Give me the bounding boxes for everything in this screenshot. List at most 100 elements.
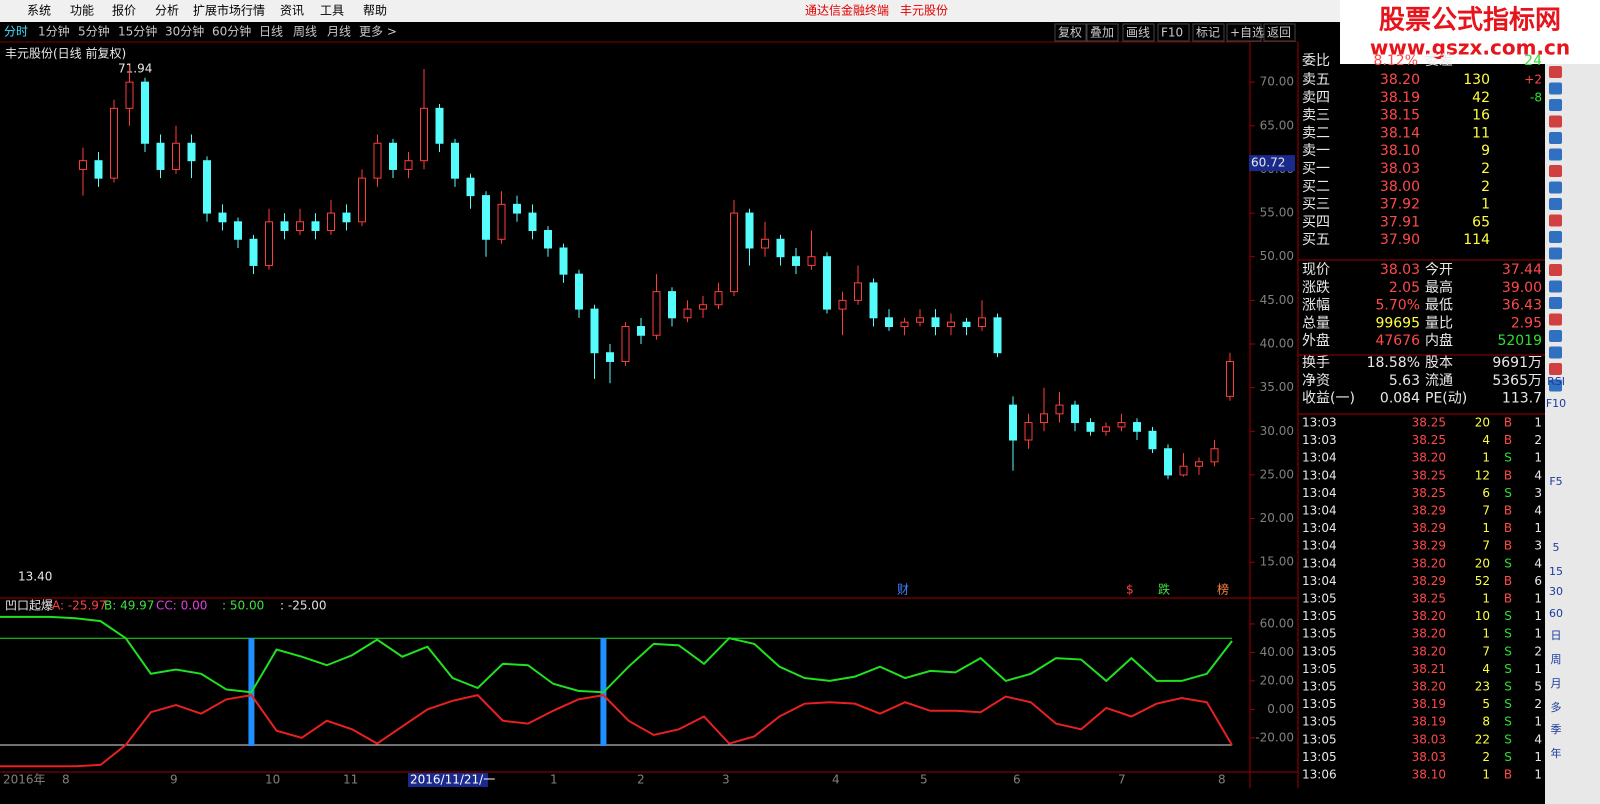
price-tag-label: 60.72 <box>1251 156 1285 170</box>
sidebar-icon[interactable] <box>1549 99 1562 111</box>
menu-item[interactable]: 工具 <box>320 4 344 18</box>
sidebar-icon[interactable] <box>1549 115 1562 128</box>
tool-label[interactable]: +自选 <box>1230 26 1264 40</box>
period-tab[interactable]: 更多 > <box>359 25 397 39</box>
menu-item[interactable]: 分析 <box>155 4 179 18</box>
book-volume: 2 <box>1481 179 1490 195</box>
y-tick-label: 30.00 <box>1260 424 1294 438</box>
candle-body <box>683 308 692 319</box>
period-tab[interactable]: 60分钟 <box>212 24 251 39</box>
candle-body <box>606 352 614 362</box>
sidebar-icon[interactable] <box>1549 165 1562 177</box>
tick-volume: 1 <box>1482 521 1490 535</box>
sidebar-icon[interactable] <box>1549 148 1562 161</box>
menu-item[interactable]: 帮助 <box>363 4 387 18</box>
period-tab[interactable]: 1分钟 <box>38 24 70 39</box>
candle-body <box>79 160 87 170</box>
tool-button[interactable] <box>1192 23 1225 42</box>
sidebar-label[interactable]: 周 <box>1551 653 1562 666</box>
sidebar-label[interactable]: 年 <box>1551 746 1562 760</box>
sidebar-icon[interactable] <box>1549 264 1562 276</box>
candle-body <box>621 326 630 362</box>
sidebar-icon[interactable] <box>1549 82 1562 95</box>
tool-button[interactable] <box>1086 23 1119 42</box>
tool-label[interactable]: 返回 <box>1267 26 1291 40</box>
sidebar-label[interactable]: F5 <box>1549 475 1562 488</box>
sidebar-label[interactable]: 日 <box>1551 629 1562 642</box>
period-tab[interactable]: 15分钟 <box>118 24 157 39</box>
candle-body <box>1226 360 1234 397</box>
book-volume: 2 <box>1481 161 1490 177</box>
sidebar-icon[interactable] <box>1549 198 1562 210</box>
tool-button[interactable] <box>1263 23 1296 42</box>
sidebar-icon[interactable] <box>1549 231 1562 243</box>
candle-body <box>125 81 134 109</box>
sidebar-icon[interactable] <box>1549 346 1562 359</box>
period-tab[interactable]: 日线 <box>259 25 283 39</box>
book-label: 买四 <box>1302 214 1330 230</box>
period-tab[interactable]: 30分钟 <box>165 24 204 39</box>
tick-count: 1 <box>1534 592 1542 606</box>
candle-body <box>110 107 118 179</box>
sidebar-label[interactable]: 5 <box>1553 541 1560 554</box>
sidebar-icon[interactable] <box>1549 297 1562 309</box>
quote-label: 今开 <box>1425 262 1453 278</box>
sidebar-label[interactable]: 60 <box>1549 607 1563 620</box>
sidebar-label[interactable]: 15 <box>1549 565 1563 578</box>
sidebar-icon[interactable] <box>1549 181 1562 194</box>
quote-value: 2.05 <box>1389 280 1420 296</box>
period-tab[interactable]: 周线 <box>293 25 317 39</box>
book-volume: 65 <box>1472 214 1490 230</box>
tool-label[interactable]: 标记 <box>1196 26 1220 40</box>
tool-button[interactable] <box>1122 23 1155 42</box>
sidebar-icon[interactable] <box>1549 66 1562 78</box>
tool-label[interactable]: 画线 <box>1126 26 1150 40</box>
menu-item[interactable]: 资讯 <box>280 4 304 18</box>
sidebar-label[interactable]: RSI <box>1547 375 1565 388</box>
menu-item[interactable]: 系统 <box>27 4 51 18</box>
sidebar-icon[interactable] <box>1549 363 1562 375</box>
tick-side: S <box>1504 556 1512 570</box>
candle-body <box>513 203 521 214</box>
x-tick-label: 1 <box>550 773 558 787</box>
y-tick-label: 65.00 <box>1260 118 1294 132</box>
tool-button[interactable] <box>1226 23 1262 42</box>
tool-button[interactable] <box>1054 23 1087 42</box>
tick-volume: 6 <box>1482 486 1490 500</box>
tool-button[interactable] <box>1157 23 1190 42</box>
tick-count: 1 <box>1534 750 1542 764</box>
menu-item[interactable]: 功能 <box>70 4 94 18</box>
book-label: 买五 <box>1302 232 1330 248</box>
period-tab[interactable]: 5分钟 <box>78 24 110 39</box>
tool-label[interactable]: 叠加 <box>1090 26 1114 40</box>
menu-item[interactable]: 报价 <box>112 3 136 18</box>
sidebar-label[interactable]: 30 <box>1549 585 1563 598</box>
low-label: 13.40 <box>18 570 52 584</box>
tool-label[interactable]: F10 <box>1161 26 1183 40</box>
tool-label[interactable]: 复权 <box>1058 26 1082 40</box>
window-title: 丰元股份 <box>900 4 948 18</box>
tick-time: 13:05 <box>1302 732 1337 746</box>
book-price: 37.90 <box>1380 232 1420 248</box>
sidebar-icon[interactable] <box>1549 280 1562 293</box>
tick-volume: 7 <box>1482 504 1490 518</box>
book-label: 卖一 <box>1302 143 1330 159</box>
sidebar-icon[interactable] <box>1549 379 1562 392</box>
x-tick-label: 3 <box>722 773 730 787</box>
sidebar-icon[interactable] <box>1549 330 1562 342</box>
sidebar-label[interactable]: 多 <box>1551 700 1562 714</box>
period-tab[interactable]: 月线 <box>327 25 351 39</box>
x-tick-label: 7 <box>1118 773 1126 787</box>
candle-body <box>1195 461 1203 467</box>
sidebar-icon[interactable] <box>1549 247 1562 260</box>
candle-body <box>249 238 258 266</box>
sidebar-icon[interactable] <box>1549 132 1562 144</box>
tick-side: S <box>1504 732 1512 746</box>
sidebar-icon[interactable] <box>1549 214 1562 227</box>
sidebar-icon[interactable] <box>1549 313 1562 326</box>
period-tab[interactable]: 分时 <box>4 25 28 39</box>
sidebar-label[interactable]: 月 <box>1551 677 1562 690</box>
sidebar-label[interactable]: F10 <box>1546 397 1566 410</box>
sidebar-label[interactable]: 季 <box>1551 723 1562 736</box>
menu-item[interactable]: 扩展市场行情 <box>193 3 265 18</box>
